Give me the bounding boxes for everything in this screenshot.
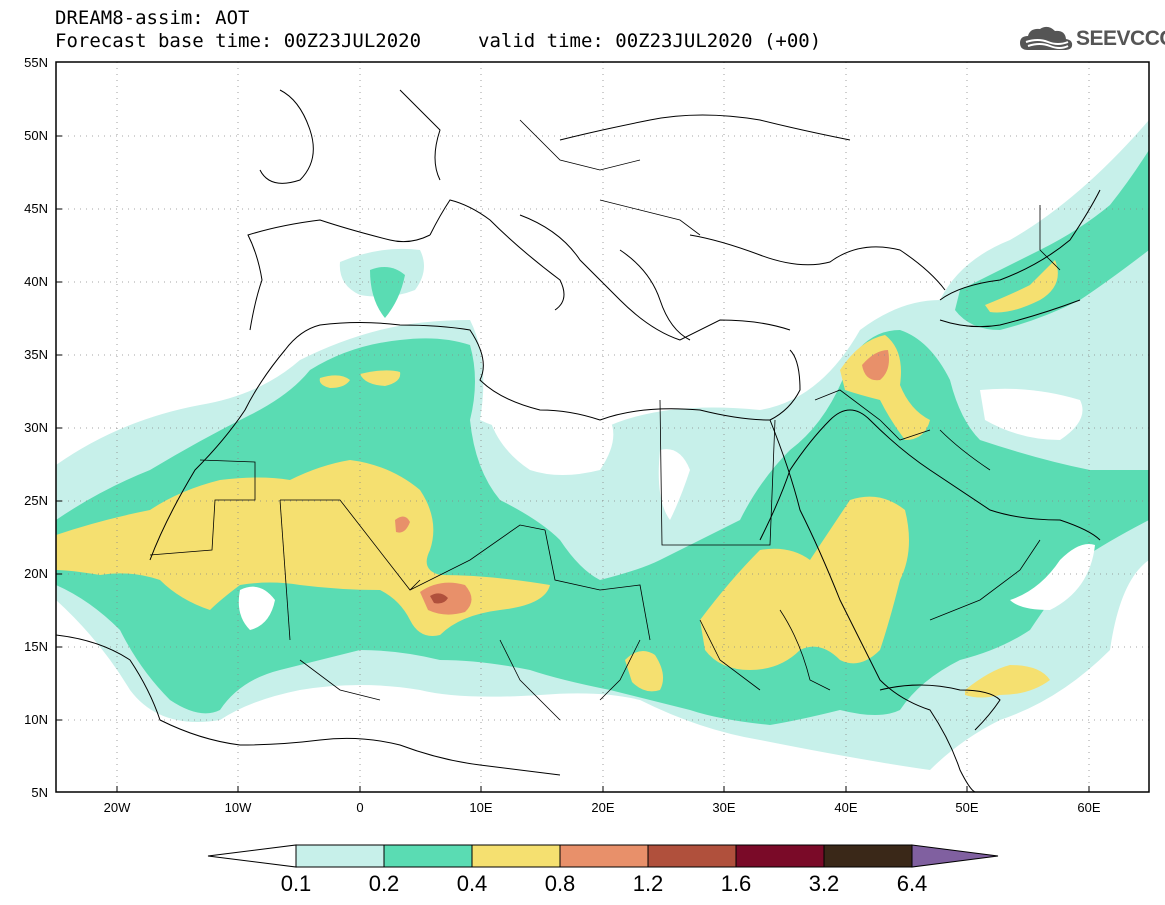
axis-ticks	[56, 135, 1090, 792]
colorbar-label: 0.8	[544, 871, 576, 896]
lat-label: 50N	[24, 128, 48, 143]
lat-label: 45N	[24, 201, 48, 216]
lon-label: 40E	[834, 800, 858, 815]
lat-label: 20N	[24, 566, 48, 581]
lat-label: 35N	[24, 347, 48, 362]
colorbar-label: 1.2	[632, 871, 664, 896]
lat-label: 15N	[24, 639, 48, 654]
lat-label: 5N	[31, 785, 48, 800]
valid-time: valid time: 00Z23JUL2020 (+00)	[478, 30, 822, 52]
lon-label: 50E	[955, 800, 979, 815]
colorbar-label: 6.4	[896, 871, 928, 896]
country-borders	[149, 119, 1061, 721]
lat-label: 30N	[24, 420, 48, 435]
lon-label: 10E	[469, 800, 493, 815]
map-title: DREAM8-assim: AOT	[55, 7, 250, 29]
aot-band-1-2	[430, 593, 448, 604]
lon-label: 10W	[224, 800, 252, 815]
lat-label: 25N	[24, 493, 48, 508]
coastlines	[56, 89, 1101, 792]
forecast-base-time: Forecast base time: 00Z23JUL2020	[55, 30, 422, 52]
colorbar-label: 1.6	[720, 871, 752, 896]
lon-label: 30E	[712, 800, 736, 815]
lat-label: 10N	[24, 712, 48, 727]
lat-label: 40N	[24, 274, 48, 289]
seevccc-logo: SEEVCCC	[1018, 22, 1165, 56]
cloud-icon	[1020, 26, 1073, 50]
lon-label: 20E	[591, 800, 615, 815]
lon-label: 60E	[1077, 800, 1101, 815]
lon-label: 20W	[103, 800, 131, 815]
aot-field	[56, 62, 1149, 792]
lat-label: 55N	[24, 55, 48, 70]
colorbar-label: 0.2	[368, 871, 400, 896]
lon-label: 0	[356, 800, 364, 815]
colorbar-label: 0.4	[456, 871, 488, 896]
logo-text: SEEVCCC	[1076, 27, 1165, 50]
colorbar-label: 3.2	[808, 871, 840, 896]
colorbar-label: 0.1	[280, 871, 312, 896]
